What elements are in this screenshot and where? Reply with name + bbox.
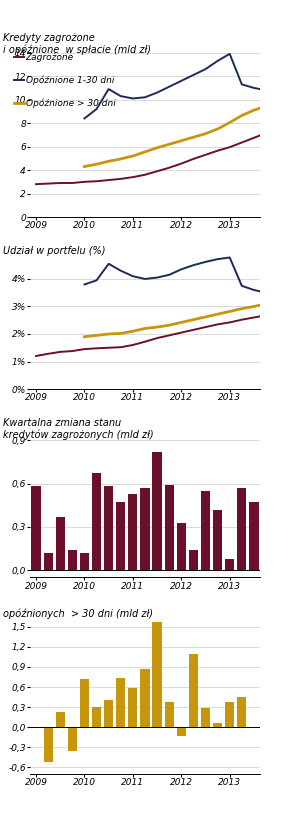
- Bar: [237, 697, 246, 727]
- Bar: [104, 700, 113, 727]
- Bar: [262, 515, 271, 570]
- Text: Kwartalna zmiana stanu
kredytów zagrożonych (mld zł): Kwartalna zmiana stanu kredytów zagrożon…: [3, 418, 154, 440]
- Bar: [43, 553, 53, 570]
- Bar: [165, 702, 174, 727]
- Bar: [140, 488, 149, 570]
- Bar: [201, 708, 210, 727]
- Bar: [56, 713, 65, 727]
- Bar: [128, 688, 137, 727]
- Bar: [80, 679, 89, 727]
- Bar: [189, 654, 198, 727]
- Bar: [201, 491, 210, 570]
- Bar: [213, 723, 222, 727]
- Text: opóźnionych  > 30 dni (mld zł): opóźnionych > 30 dni (mld zł): [3, 609, 153, 619]
- Bar: [80, 553, 89, 570]
- Bar: [165, 485, 174, 570]
- Bar: [116, 678, 125, 727]
- Bar: [237, 488, 246, 570]
- Bar: [213, 509, 222, 570]
- Bar: [249, 502, 259, 570]
- Text: Zagrożone: Zagrożone: [26, 53, 74, 61]
- Bar: [153, 622, 162, 727]
- Bar: [153, 452, 162, 570]
- Bar: [56, 517, 65, 570]
- Bar: [92, 473, 101, 570]
- Bar: [177, 523, 186, 570]
- Bar: [92, 707, 101, 727]
- Bar: [104, 486, 113, 570]
- Bar: [116, 502, 125, 570]
- Bar: [68, 727, 77, 751]
- Bar: [225, 702, 234, 727]
- Text: Udział w portfelu (%): Udział w portfelu (%): [3, 246, 105, 256]
- Bar: [43, 727, 53, 762]
- Bar: [68, 550, 77, 570]
- Text: Kredyty zagrożone
i opóźnione  w spłacie (mld zł): Kredyty zagrożone i opóźnione w spłacie …: [3, 33, 151, 55]
- Bar: [128, 494, 137, 570]
- Bar: [189, 550, 198, 570]
- Bar: [225, 559, 234, 570]
- Bar: [140, 669, 149, 727]
- Bar: [31, 486, 40, 570]
- Bar: [274, 524, 283, 570]
- Text: Opóźnione 1-30 dni: Opóźnione 1-30 dni: [26, 75, 114, 85]
- Text: Opóźnione > 30 dni: Opóźnione > 30 dni: [26, 98, 115, 108]
- Bar: [177, 727, 186, 736]
